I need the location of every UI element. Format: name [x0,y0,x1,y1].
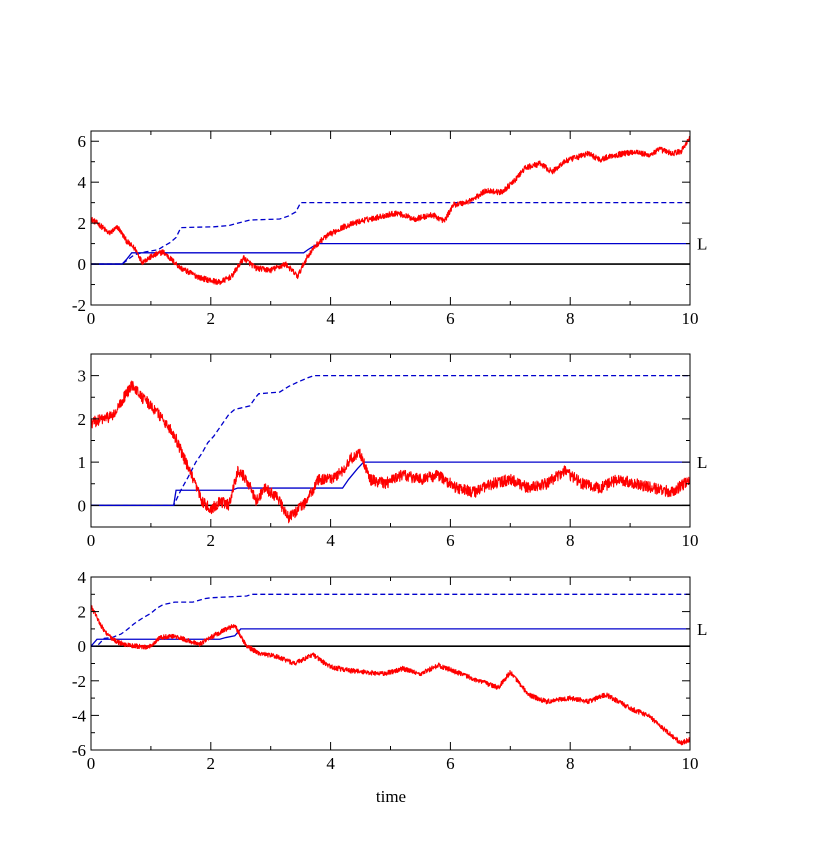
bottom-y-tick-label: -2 [72,672,86,691]
middle-x-tick-label: 10 [682,531,699,550]
bottom-x-tick-label: 4 [326,754,335,773]
top-plot-area [91,135,690,286]
middle-y-tick-label: 0 [78,496,87,515]
bottom-y-tick-label: 2 [78,603,87,622]
bottom-x-tick-label: 6 [446,754,455,773]
bottom-solid-level [91,628,690,647]
bottom-y-tick-label: 4 [78,568,87,587]
top-y-tick-label: 6 [78,132,87,151]
middle-x-tick-label: 6 [446,531,455,550]
panel-bottom: 0 2 4 6 8 10 -6 -4 -2 0 2 4 L [72,568,708,773]
top-x-tick-label: 4 [326,309,335,328]
middle-y-tick-label: 1 [78,453,87,472]
bottom-x-tick-label: 10 [682,754,699,773]
middle-dashed-bound [91,374,690,507]
bottom-y-tick-label: -4 [72,706,87,725]
bottom-L-label: L [697,620,707,639]
bottom-red-path [91,605,690,746]
middle-x-tick-label: 4 [326,531,335,550]
top-L-label: L [697,235,707,254]
top-red-path [91,135,690,286]
middle-y-tick-label: 2 [78,410,87,429]
x-axis-title: time [376,787,406,806]
top-x-tick-label: 6 [446,309,455,328]
middle-L-label: L [697,453,707,472]
bottom-x-tick-label: 2 [207,754,216,773]
bottom-x-tick-label: 0 [87,754,96,773]
bottom-y-tick-label: 0 [78,637,87,656]
top-x-tick-label: 2 [207,309,216,328]
bottom-y-tick-label: -6 [72,741,86,760]
middle-x-tick-label: 8 [566,531,575,550]
top-dashed-bound [91,201,690,265]
top-x-tick-label: 0 [87,309,96,328]
bottom-frame [90,576,691,751]
middle-frame [90,353,691,528]
middle-plot-area [91,374,690,524]
bottom-plot-area [91,593,690,746]
top-x-tick-label: 10 [682,309,699,328]
bottom-x-tick-label: 8 [566,754,575,773]
top-y-tick-label: -2 [72,296,86,315]
top-y-tick-label: 0 [78,255,87,274]
middle-y-tick-label: 3 [78,367,87,386]
middle-x-tick-label: 2 [207,531,216,550]
middle-solid-level [91,461,690,507]
middle-red-path [91,380,690,524]
top-solid-level [91,242,690,265]
middle-x-tick-label: 0 [87,531,96,550]
top-frame [90,130,691,306]
top-y-tick-label: 4 [78,173,87,192]
top-x-tick-label: 8 [566,309,575,328]
panel-middle: 0 2 4 6 8 10 0 1 2 3 L [78,353,707,550]
top-y-tick-label: 2 [78,214,87,233]
